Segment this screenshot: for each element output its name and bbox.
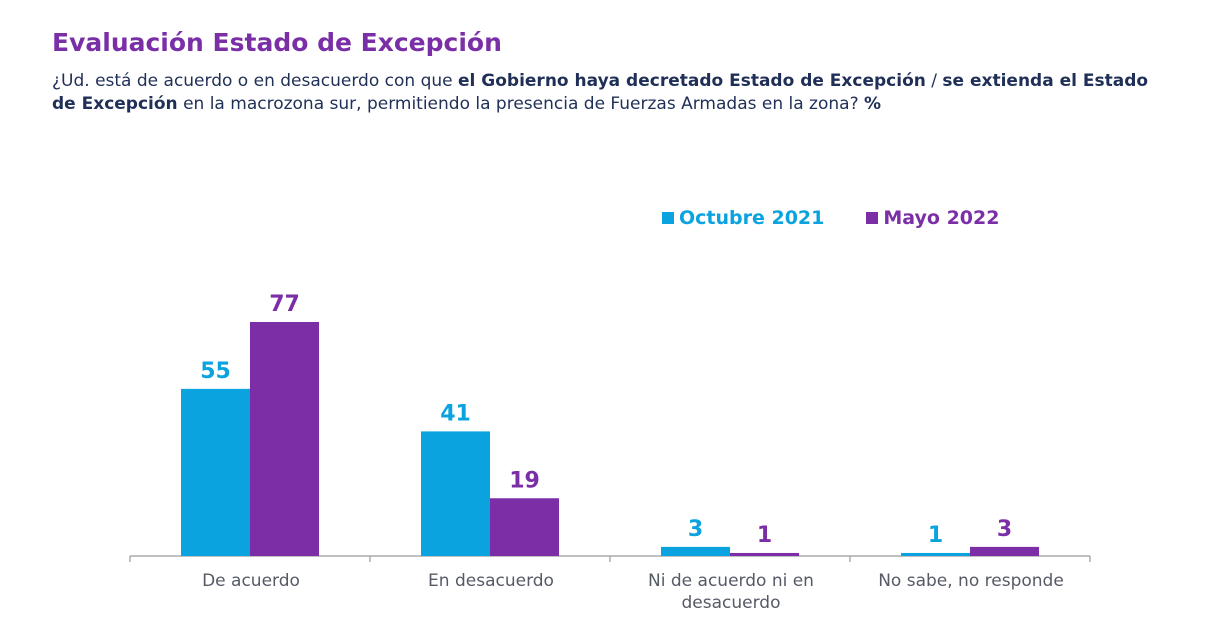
- data-label-series-2: 3: [997, 517, 1012, 542]
- question-text-2: en la macrozona sur, permitiendo la pres…: [177, 94, 864, 114]
- chart-question: ¿Ud. está de acuerdo o en desacuerdo con…: [52, 70, 1172, 116]
- legend-item-series-2: Mayo 2022: [866, 207, 999, 229]
- data-label-series-1: 1: [928, 523, 943, 548]
- x-tick-label: Ni de acuerdo ni en desacuerdo: [648, 571, 814, 613]
- bar-series-1: [661, 546, 730, 556]
- bar-series-2: [250, 322, 319, 556]
- data-label-series-1: 41: [440, 401, 471, 426]
- question-text-1: ¿Ud. está de acuerdo o en desacuerdo con…: [52, 71, 458, 91]
- bar-series-2: [970, 546, 1039, 556]
- legend-item-series-1: Octubre 2021: [662, 207, 824, 229]
- question-separator: /: [925, 71, 943, 91]
- bar-series-2: [730, 552, 799, 556]
- x-tick-label: No sabe, no responde: [878, 571, 1064, 591]
- data-label-series-2: 19: [509, 468, 540, 493]
- data-label-series-2: 1: [757, 523, 772, 548]
- legend-swatch-series-1: [662, 212, 674, 224]
- bar-series-1: [901, 552, 970, 556]
- chart-title: Evaluación Estado de Excepción: [52, 28, 502, 57]
- legend-label-series-2: Mayo 2022: [883, 207, 1000, 229]
- x-tick-label: De acuerdo: [202, 571, 300, 591]
- data-label-series-2: 77: [269, 292, 300, 317]
- question-bold-1: el Gobierno haya decretado Estado de Exc…: [458, 71, 926, 91]
- x-tick-label: En desacuerdo: [428, 571, 554, 591]
- question-percent: %: [864, 94, 882, 114]
- chart-legend: Octubre 2021 Mayo 2022: [662, 207, 999, 229]
- bar-series-1: [421, 431, 490, 556]
- data-label-series-1: 3: [688, 517, 703, 542]
- question-bold-2: se extienda el Estado de Excepción: [52, 71, 1149, 114]
- bar-series-2: [490, 498, 559, 556]
- legend-label-series-1: Octubre 2021: [679, 207, 825, 229]
- bar-series-1: [181, 388, 250, 556]
- data-label-series-1: 55: [200, 359, 231, 384]
- legend-swatch-series-2: [866, 212, 879, 224]
